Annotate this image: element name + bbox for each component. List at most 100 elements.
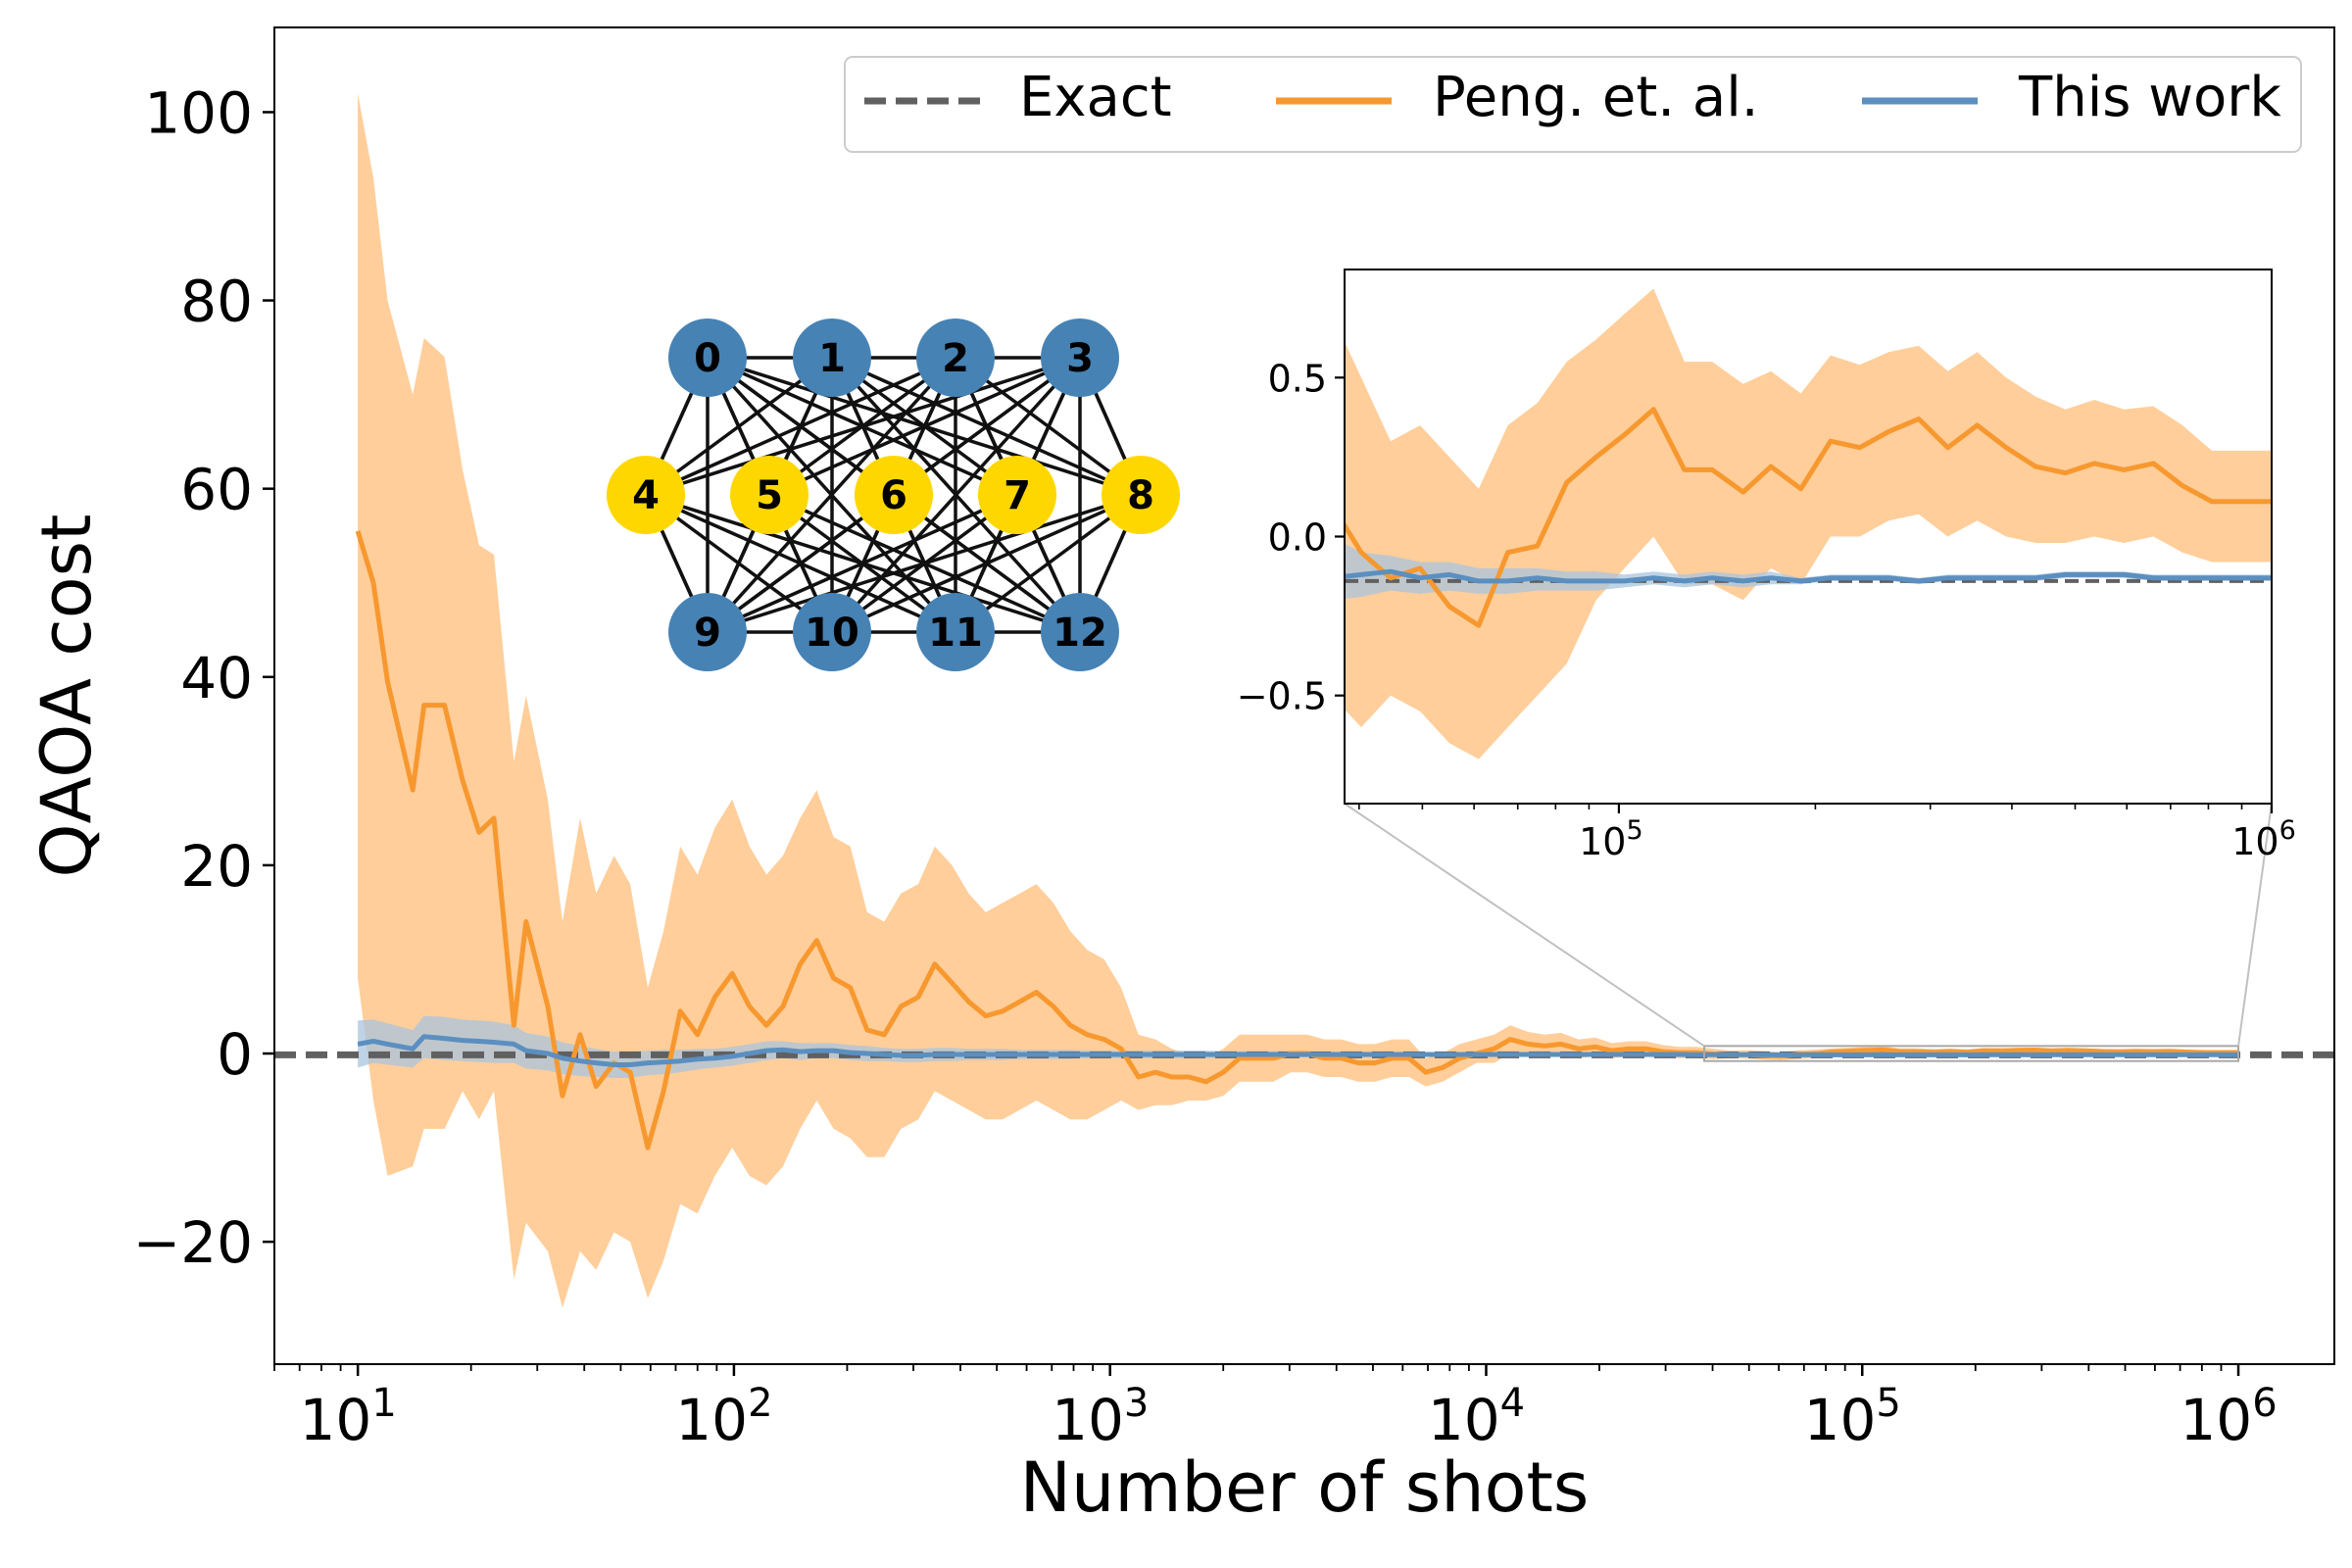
zoom-indicator xyxy=(1344,803,2273,1062)
inset-x-tick-base: 10 xyxy=(2231,820,2278,863)
graph-node-10 xyxy=(793,593,871,671)
y-axis-label: QAOA cost xyxy=(26,514,107,878)
legend-thiswork-label: This work xyxy=(2018,66,2281,129)
x-tick-label: 104 xyxy=(1428,1381,1525,1453)
graph-node-label: 7 xyxy=(1004,473,1031,518)
x-tick-exponent: 2 xyxy=(748,1381,772,1426)
graph-node-6 xyxy=(855,456,933,534)
graph-edge xyxy=(768,493,1081,634)
inset-y-tick-label: −0.5 xyxy=(1237,675,1327,718)
x-tick-label: 105 xyxy=(1804,1381,1901,1453)
y-tick-label: 100 xyxy=(144,79,253,146)
graph-node-label: 12 xyxy=(1053,611,1107,656)
graph-node-0 xyxy=(668,318,747,397)
graph-nodes: 0 1 2 34 5 6 7 89 10 11 12 xyxy=(607,318,1180,671)
inset-this-work-line xyxy=(1345,568,2272,584)
graph-node-12 xyxy=(1041,593,1119,671)
x-tick-label: 102 xyxy=(675,1381,772,1453)
graph-edge xyxy=(830,356,1082,634)
x-tick-base: 10 xyxy=(1428,1387,1500,1453)
y-tick-label: 60 xyxy=(180,457,253,523)
inset-peng-et-al-band xyxy=(1345,288,2272,760)
y-tick-label: 0 xyxy=(217,1021,253,1088)
x-tick-exponent: 1 xyxy=(371,1381,396,1426)
graph-node-3 xyxy=(1041,318,1119,397)
graph-node-4 xyxy=(607,456,685,534)
graph-node-2 xyxy=(916,318,995,397)
x-tick-base: 10 xyxy=(300,1387,372,1453)
y-tick-label: −20 xyxy=(133,1209,253,1276)
graph-inset: 0 1 2 34 5 6 7 89 10 11 12 xyxy=(607,318,1180,671)
graph-edge xyxy=(645,493,956,634)
legend-peng-label: Peng. et. al. xyxy=(1433,66,1759,129)
x-tick-base: 10 xyxy=(675,1387,748,1453)
inset-y-tick-label: 0.5 xyxy=(1268,357,1327,400)
x-tick-label: 103 xyxy=(1052,1381,1149,1453)
graph-node-label: 8 xyxy=(1127,473,1154,518)
graph-node-label: 11 xyxy=(928,611,983,656)
graph-node-9 xyxy=(668,593,747,671)
y-tick-label: 20 xyxy=(180,833,253,900)
graph-node-label: 3 xyxy=(1066,336,1094,381)
inset-y-ticks: −0.5 0.0 0.5 xyxy=(1237,357,1345,718)
inset-uncertainty-bands xyxy=(1345,288,2272,760)
legend-box xyxy=(844,56,2302,153)
zoom-box xyxy=(1702,1045,2240,1062)
main-y-ticks: −20 0 20 40 60 80 100 xyxy=(133,79,274,1276)
y-tick-label: 40 xyxy=(180,645,253,711)
x-tick-base: 10 xyxy=(1052,1387,1124,1453)
inset-axes: 105 106 −0.50.00.5 xyxy=(1237,269,2296,863)
inset-series-lines xyxy=(1345,407,2272,628)
x-tick-base: 10 xyxy=(1804,1387,1877,1453)
graph-node-label: 5 xyxy=(756,473,783,518)
graph-edge xyxy=(645,356,956,497)
graph-node-label: 0 xyxy=(694,336,721,381)
graph-node-1 xyxy=(793,318,871,397)
x-tick-exponent: 4 xyxy=(1500,1381,1525,1426)
zoom-connector-left xyxy=(1344,803,1705,1048)
inset-x-ticks: 105 106 xyxy=(1358,804,2296,863)
zoom-connector-right xyxy=(2237,803,2273,1047)
x-tick-base: 10 xyxy=(2180,1387,2252,1453)
graph-node-label: 10 xyxy=(805,611,859,656)
inset-peng-et-al-line xyxy=(1345,407,2272,628)
graph-node-label: 4 xyxy=(632,473,660,518)
graph-node-11 xyxy=(916,593,995,671)
x-tick-exponent: 3 xyxy=(1124,1381,1149,1426)
graph-node-label: 2 xyxy=(942,336,969,381)
graph-node-label: 6 xyxy=(880,473,907,518)
graph-node-5 xyxy=(730,456,808,534)
peng-et-al-band xyxy=(358,93,2238,1308)
inset-frame xyxy=(1344,269,2273,805)
x-tick-label: 106 xyxy=(2180,1381,2277,1453)
inset-x-tick-label: 106 xyxy=(2231,815,2296,863)
x-axis-label: Number of shots xyxy=(1020,1447,1590,1528)
inset-this-work-band xyxy=(1345,543,2272,599)
x-tick-exponent: 6 xyxy=(2252,1381,2277,1426)
main-x-ticks: 101 102 103 104 105 106 xyxy=(273,1364,2278,1453)
graph-node-label: 1 xyxy=(818,336,846,381)
graph-node-8 xyxy=(1102,456,1180,534)
graph-edge xyxy=(645,493,1081,634)
inset-x-tick-label: 105 xyxy=(1579,815,1643,863)
legend: Exact Peng. et. al. This work xyxy=(844,56,2302,153)
inset-y-tick-label: 0.0 xyxy=(1268,516,1327,560)
main-uncertainty-bands xyxy=(358,93,2238,1308)
x-tick-label: 101 xyxy=(300,1381,397,1453)
graph-node-label: 9 xyxy=(694,611,721,656)
this-work-band xyxy=(358,1015,2238,1078)
graph-node-7 xyxy=(978,456,1056,534)
this-work-line xyxy=(357,1034,2238,1067)
legend-exact-label: Exact xyxy=(1019,66,1172,129)
inset-x-tick-exponent: 5 xyxy=(1626,815,1642,846)
inset-x-tick-base: 10 xyxy=(1579,820,1626,863)
x-tick-exponent: 5 xyxy=(1876,1381,1900,1426)
graph-edge xyxy=(706,356,957,634)
graph-edge xyxy=(645,356,1081,497)
main-series-lines xyxy=(274,530,2334,1151)
inset-x-tick-exponent: 6 xyxy=(2279,815,2296,846)
graph-edge xyxy=(768,356,1081,497)
y-tick-label: 80 xyxy=(180,269,253,335)
